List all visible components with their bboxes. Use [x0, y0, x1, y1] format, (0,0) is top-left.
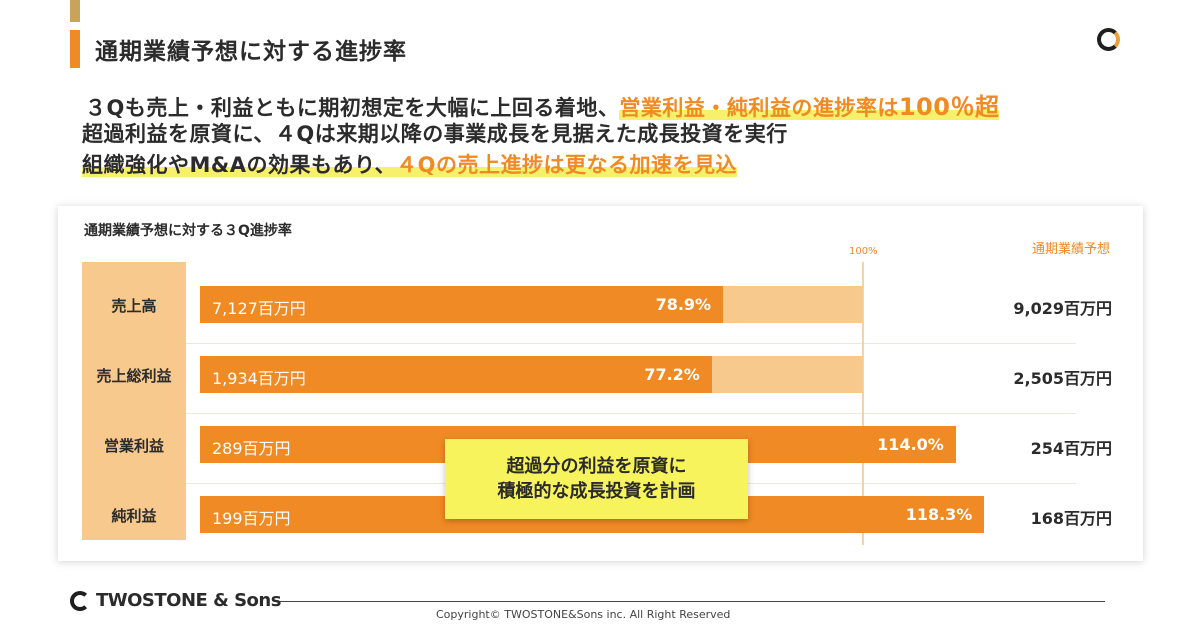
message-1-highlight: 営業利益・純利益の進捗率は100％超 [619, 93, 1000, 121]
plan-column-header: 通期業績予想 [1031, 242, 1110, 257]
message-3-highlight: ４Qの売上進捗は更なる加速を見込 [396, 153, 737, 177]
category-label: 売上高 [111, 297, 157, 315]
message-line-2: 超過利益を原資に、４Qは来期以降の事業成長を見据えた成長投資を実行 [82, 122, 788, 146]
callout-line-2: 積極的な成長投資を計画 [497, 481, 696, 502]
plan-value-label: 2,505百万円 [1013, 369, 1112, 388]
row-divider [186, 343, 1076, 344]
plan-value-label: 254百万円 [1030, 439, 1112, 458]
callout-box: 超過分の利益を原資に 積極的な成長投資を計画 [445, 439, 748, 519]
message-line-3: 組織強化やM&Aの効果もあり、４Qの売上進捗は更なる加速を見込 [82, 149, 737, 179]
message-1-text: ３Qも売上・利益ともに期初想定を大幅に上回る着地、 [85, 96, 620, 120]
title-accent-bar [70, 30, 80, 68]
top-accent-bar [70, 0, 80, 22]
progress-label: 114.0% [877, 435, 944, 454]
callout-line-1: 超過分の利益を原資に [506, 455, 687, 477]
copyright-text: Copyright© TWOSTONE&Sons inc. All Right … [436, 608, 731, 621]
category-label-column [82, 262, 186, 540]
page-title: 通期業績予想に対する進捗率 [95, 39, 407, 65]
actual-bar [200, 286, 724, 323]
footer-logo-icon [70, 590, 90, 611]
progress-label: 78.9% [655, 295, 712, 314]
footer-divider [280, 601, 1105, 602]
reference-line-label: 100% [849, 246, 878, 257]
message-line-1: ３Qも売上・利益ともに期初想定を大幅に上回る着地、営業利益・純利益の進捗率は10… [85, 87, 1000, 122]
footer-logo: TWOSTONE & Sons [70, 590, 281, 611]
footer-logo-text: TWOSTONE & Sons [96, 590, 281, 611]
category-label: 営業利益 [103, 437, 164, 455]
message-3-text: 組織強化やM&Aの効果もあり、 [82, 153, 397, 177]
progress-label: 118.3% [905, 505, 973, 524]
actual-value-label: 1,934百万円 [212, 369, 306, 388]
category-label: 売上総利益 [96, 367, 172, 385]
actual-value-label: 199百万円 [212, 509, 291, 528]
message-1-highlight-text: 営業利益・純利益の進捗率は [619, 96, 899, 120]
reference-line-100 [862, 262, 864, 545]
plan-value-label: 168百万円 [1030, 509, 1112, 528]
category-label: 純利益 [111, 507, 157, 525]
actual-bar [200, 356, 712, 393]
chart-title: 通期業績予想に対する３Q進捗率 [84, 223, 292, 239]
plan-value-label: 9,029百万円 [1013, 299, 1112, 318]
actual-value-label: 7,127百万円 [212, 299, 306, 318]
message-1-highlight-emphasis: 100％超 [898, 93, 1000, 121]
brand-logo-icon [1097, 28, 1120, 51]
actual-value-label: 289百万円 [212, 439, 291, 458]
progress-label: 77.2% [644, 365, 700, 384]
row-divider [186, 413, 1076, 414]
